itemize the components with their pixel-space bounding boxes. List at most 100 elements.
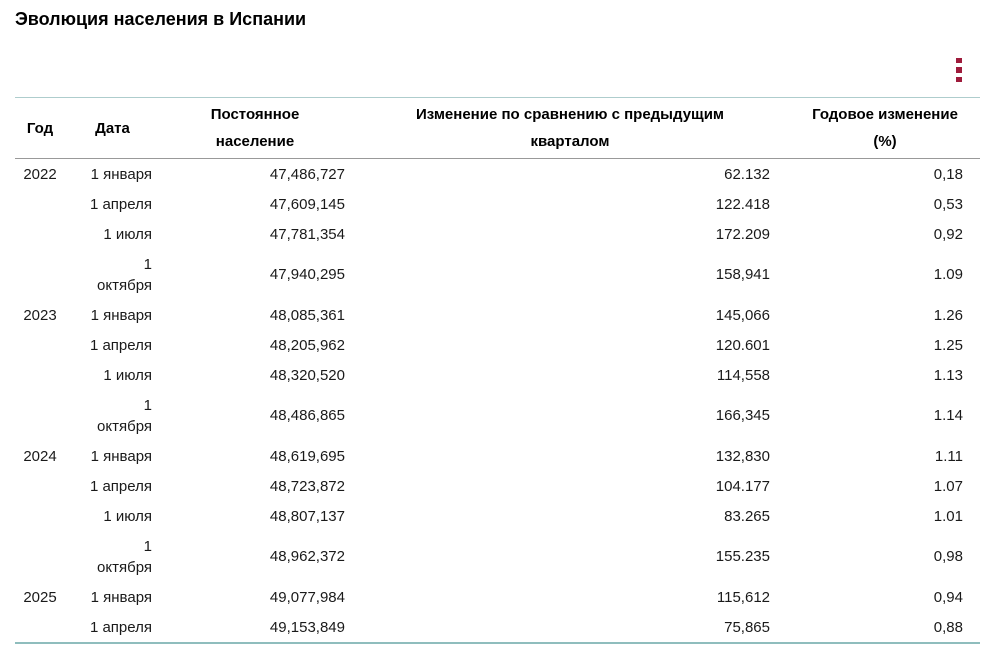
kebab-menu-icon[interactable]: [950, 57, 980, 83]
quarterly-change-cell: 115,612: [716, 588, 770, 606]
annual-change-cell: 1.01: [933, 507, 963, 525]
year-cell: 2024: [23, 447, 57, 465]
population-cell: 48,619,695: [269, 447, 345, 465]
quarterly-change-cell: 132,830: [715, 447, 770, 465]
annual-change-cell: 0,18: [933, 165, 963, 183]
table-row: 1 апреля 49,153,849 75,865 0,88: [15, 612, 980, 643]
table-row: 1 июля 47,781,354 172.209 0,92: [15, 219, 980, 249]
date-cell: 1 апреля: [89, 336, 152, 354]
annual-change-cell: 1.14: [933, 407, 963, 424]
year-cell: [15, 330, 65, 360]
annual-change-cell: 1.09: [933, 266, 963, 283]
population-cell: 47,940,295: [269, 266, 345, 283]
table-header: Год Дата Постоянное население Изменение …: [15, 97, 980, 159]
date-cell: 1 января: [90, 165, 152, 183]
year-cell: [15, 390, 65, 441]
date-cell: 1 июля: [103, 507, 152, 525]
table-row: 2022 1 января 47,486,727 62.132 0,18: [15, 159, 980, 190]
column-header-date: Дата: [65, 97, 160, 159]
page-title: Эволюция населения в Испании: [15, 9, 307, 29]
year-cell: [15, 219, 65, 249]
date-cell: 1 октября: [97, 537, 152, 576]
date-cell: 1 апреля: [89, 477, 152, 495]
quarterly-change-cell: 114,558: [716, 366, 770, 384]
annual-change-cell: 1.25: [933, 336, 963, 354]
date-cell: 1 октября: [97, 255, 152, 294]
table-row: 1 июля 48,320,520 114,558 1.13: [15, 360, 980, 390]
quarterly-change-cell: 122.418: [715, 195, 770, 213]
annual-change-cell: 0,53: [933, 195, 963, 213]
table-body: 2022 1 января 47,486,727 62.132 0,18 1 апреля…: [15, 159, 980, 644]
quarterly-change-cell: 172.209: [715, 225, 770, 243]
year-cell: 2023: [23, 306, 57, 324]
date-cell: 1 июля: [103, 225, 152, 243]
quarterly-change-cell: 155.235: [715, 548, 770, 565]
date-cell: 1 апреля: [89, 195, 152, 213]
population-cell: 48,320,520: [269, 366, 345, 384]
table-row: 1 апреля 48,205,962 120.601 1.25: [15, 330, 980, 360]
quarterly-change-cell: 75,865: [724, 618, 770, 636]
year-cell: [15, 612, 65, 643]
annual-change-cell: 1.13: [933, 366, 963, 384]
date-cell: 1 июля: [103, 366, 152, 384]
year-cell: [15, 531, 65, 582]
column-header-quarterly-change: Изменение по сравнению с предыдущим квар…: [350, 97, 790, 159]
table-row: 1 октября 48,962,372 155.235 0,98: [15, 531, 980, 582]
kebab-dot: [956, 58, 962, 64]
date-cell: 1 января: [90, 447, 152, 465]
population-table: Год Дата Постоянное население Изменение …: [15, 97, 980, 644]
date-cell: 1 января: [90, 588, 152, 606]
population-cell: 48,205,962: [269, 336, 345, 354]
table-row: 1 апреля 48,723,872 104.177 1.07: [15, 471, 980, 501]
annual-change-cell: 0,98: [933, 548, 963, 565]
date-cell: 1 апреля: [89, 618, 152, 636]
annual-change-cell: 0,92: [933, 225, 963, 243]
date-cell: 1 октября: [97, 396, 152, 435]
toolbar: [15, 57, 980, 83]
quarterly-change-cell: 120.601: [715, 336, 770, 354]
table-header-row: Год Дата Постоянное население Изменение …: [15, 97, 980, 159]
year-cell: 2022: [23, 165, 57, 183]
table-row: 1 октября 48,486,865 166,345 1.14: [15, 390, 980, 441]
annual-change-cell: 1.07: [933, 477, 963, 495]
kebab-dot: [956, 76, 962, 82]
population-cell: 47,486,727: [269, 165, 345, 183]
column-header-annual-change: Годовое изменение (%): [790, 97, 980, 159]
date-cell: 1 января: [90, 306, 152, 324]
population-cell: 49,077,984: [269, 588, 345, 606]
page: Эволюция населения в Испании Год Дата По…: [15, 9, 980, 644]
kebab-dot: [956, 67, 962, 73]
annual-change-cell: 0,88: [933, 618, 963, 636]
year-cell: [15, 501, 65, 531]
table-row: 2023 1 января 48,085,361 145,066 1.26: [15, 300, 980, 330]
quarterly-change-cell: 83.265: [724, 507, 770, 525]
table-row: 1 апреля 47,609,145 122.418 0,53: [15, 189, 980, 219]
population-cell: 48,085,361: [269, 306, 345, 324]
population-cell: 47,609,145: [269, 195, 345, 213]
column-header-year: Год: [15, 97, 65, 159]
quarterly-change-cell: 104.177: [715, 477, 770, 495]
column-header-population: Постоянное население: [160, 97, 350, 159]
year-cell: [15, 360, 65, 390]
population-cell: 48,807,137: [269, 507, 345, 525]
population-cell: 47,781,354: [269, 225, 345, 243]
year-cell: [15, 471, 65, 501]
population-cell: 48,486,865: [269, 407, 345, 424]
quarterly-change-cell: 62.132: [724, 165, 770, 183]
year-cell: [15, 189, 65, 219]
quarterly-change-cell: 166,345: [715, 407, 770, 424]
table-row: 1 октября 47,940,295 158,941 1.09: [15, 249, 980, 300]
population-cell: 49,153,849: [269, 618, 345, 636]
year-cell: [15, 249, 65, 300]
population-cell: 48,723,872: [269, 477, 345, 495]
annual-change-cell: 1.26: [933, 306, 963, 324]
annual-change-cell: 0,94: [933, 588, 963, 606]
table-row: 2025 1 января 49,077,984 115,612 0,94: [15, 582, 980, 612]
quarterly-change-cell: 158,941: [715, 266, 770, 283]
quarterly-change-cell: 145,066: [715, 306, 770, 324]
table-row: 1 июля 48,807,137 83.265 1.01: [15, 501, 980, 531]
population-cell: 48,962,372: [269, 548, 345, 565]
annual-change-cell: 1.11: [934, 447, 963, 465]
year-cell: 2025: [23, 588, 57, 606]
table-row: 2024 1 января 48,619,695 132,830 1.11: [15, 441, 980, 471]
